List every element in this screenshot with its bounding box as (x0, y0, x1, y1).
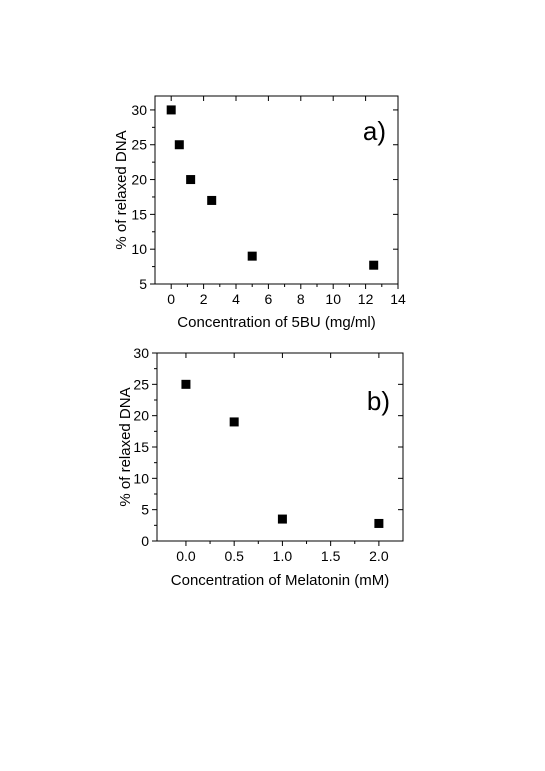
y-tick-label: 25 (133, 376, 149, 392)
y-axis-label: % of relaxed DNA (113, 130, 130, 249)
x-tick-label: 0 (167, 291, 175, 307)
x-tick-label: 12 (358, 291, 374, 307)
x-tick-label: 2 (200, 291, 208, 307)
x-tick-label: 10 (325, 291, 341, 307)
y-tick-label: 10 (133, 470, 149, 486)
x-tick-label: 1.0 (273, 548, 293, 564)
panel-label: a) (363, 116, 386, 146)
x-tick-label: 0.5 (224, 548, 244, 564)
data-point (166, 105, 176, 115)
y-tick-label: 30 (133, 345, 149, 361)
y-tick-label: 25 (131, 137, 147, 153)
plot-frame (154, 95, 399, 285)
x-tick-label: 1.5 (321, 548, 341, 564)
data-point (229, 417, 239, 427)
y-tick-label: 15 (133, 439, 149, 455)
y-tick-label: 15 (131, 206, 147, 222)
y-axis-label: % of relaxed DNA (117, 387, 134, 506)
x-tick-label: 0.0 (176, 548, 196, 564)
data-point (369, 260, 379, 270)
x-tick-label: 4 (232, 291, 240, 307)
data-point (207, 195, 217, 205)
x-axis-label: Concentration of Melatonin (mM) (171, 572, 389, 589)
data-point (174, 140, 184, 150)
plot-frame (156, 352, 404, 542)
data-point (186, 175, 196, 185)
x-axis-label: Concentration of 5BU (mg/ml) (177, 314, 375, 331)
x-tick-label: 14 (390, 291, 406, 307)
y-tick-label: 5 (139, 276, 147, 292)
chart-panel-b: 0.0 0.5 1.0 1.5 2.0 0 5 10 15 20 25 30 Concentration… (117, 345, 404, 589)
data-point (181, 379, 191, 389)
x-tick-label: 8 (297, 291, 305, 307)
chart-panel-a: 0 2 4 6 8 10 12 14 5 10 15 20 25 30 Concentration of 5… (113, 95, 406, 331)
y-tick-label: 20 (131, 172, 147, 188)
data-point (247, 251, 257, 261)
y-tick-label: 30 (131, 102, 147, 118)
x-tick-label: 6 (265, 291, 273, 307)
data-point (277, 514, 287, 524)
y-tick-label: 20 (133, 408, 149, 424)
x-tick-label: 2.0 (369, 548, 389, 564)
y-tick-label: 10 (131, 241, 147, 257)
data-point (374, 518, 384, 528)
y-tick-label: 0 (141, 533, 149, 549)
panel-label: b) (367, 386, 390, 416)
y-tick-label: 5 (141, 502, 149, 518)
